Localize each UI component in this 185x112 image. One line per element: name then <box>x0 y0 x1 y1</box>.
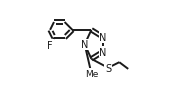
Text: S: S <box>105 63 111 73</box>
Text: N: N <box>81 40 88 50</box>
Text: N: N <box>99 47 107 57</box>
Text: F: F <box>47 41 53 50</box>
Text: Me: Me <box>85 69 98 78</box>
Text: N: N <box>99 33 107 43</box>
